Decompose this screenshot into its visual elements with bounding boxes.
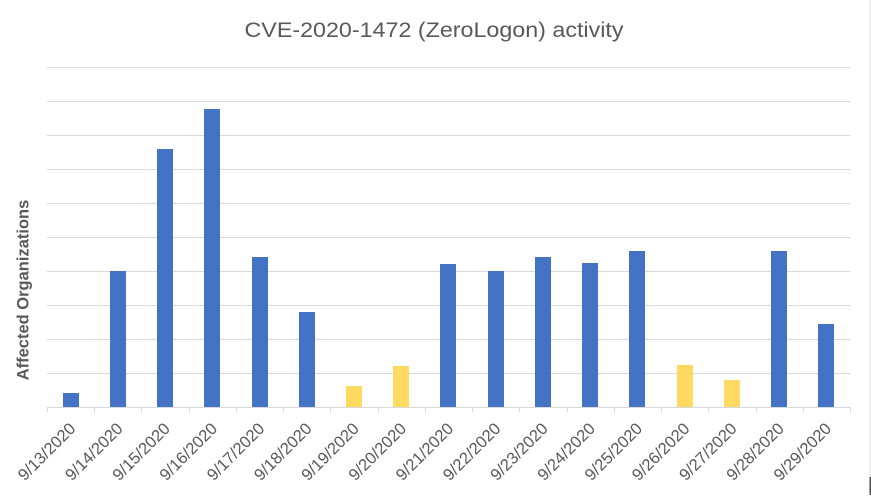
- svg-text:CVE-2020-1472 (ZeroLogon) acti: CVE-2020-1472 (ZeroLogon) activity: [245, 19, 625, 42]
- svg-text:Affected Organizations: Affected Organizations: [15, 200, 33, 381]
